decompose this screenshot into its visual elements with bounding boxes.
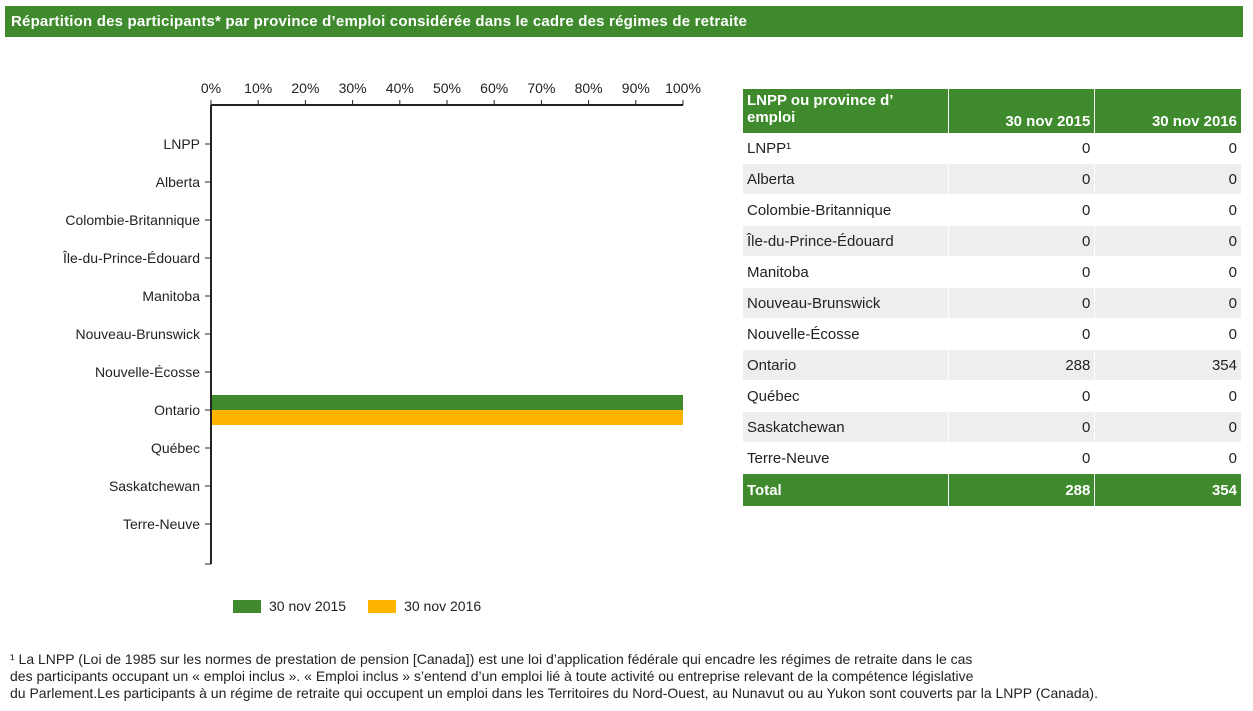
table-cell-2015: 0: [948, 411, 1096, 443]
legend: 30 nov 2015 30 nov 2016: [233, 598, 481, 614]
x-tick-label: 80%: [575, 80, 603, 96]
table-cell-province: Alberta: [743, 163, 949, 195]
table-row: Québec 0 0: [743, 380, 1241, 412]
legend-swatch-2016: [368, 599, 397, 613]
table-row: Ontario 288 354: [743, 349, 1241, 381]
table-cell-province: Nouvelle-Écosse: [743, 318, 949, 350]
table-cell-2016: 0: [1094, 318, 1241, 350]
y-tick-label: Nouvelle-Écosse: [95, 364, 200, 380]
table-cell-2016: 0: [1094, 442, 1241, 474]
table-cell-2015: 0: [948, 442, 1096, 474]
y-tick-label: Terre-Neuve: [123, 516, 200, 532]
table-total-row: Total 288 354: [743, 473, 1241, 507]
bar-2015: [212, 395, 683, 410]
y-tick-label: Manitoba: [142, 288, 200, 304]
x-tick-label: 70%: [527, 80, 555, 96]
x-tick-label: 90%: [622, 80, 650, 96]
table-row: Manitoba 0 0: [743, 256, 1241, 288]
table-row: Nouveau-Brunswick 0 0: [743, 287, 1241, 319]
x-tick-label: 30%: [339, 80, 367, 96]
data-table: LNPP ou province d’ emploi 30 nov 2015 3…: [743, 89, 1241, 507]
table-cell-2016: 0: [1094, 256, 1241, 288]
table-cell-2016: 0: [1094, 380, 1241, 412]
table-cell-2015: 0: [948, 287, 1096, 319]
y-tick-label: Nouveau-Brunswick: [76, 326, 201, 342]
table-row: Terre-Neuve 0 0: [743, 442, 1241, 474]
y-tick-label: Québec: [151, 440, 200, 456]
bar-2016: [212, 410, 683, 425]
table-cell-2015: 0: [948, 133, 1096, 164]
table-cell-2015: 0: [948, 194, 1096, 226]
bar-chart: 0% 10% 20% 30% 40% 50% 60% 70% 80% 90% 100% LNPP Alb…: [62, 80, 701, 565]
table-cell-2015: 0: [948, 256, 1096, 288]
table-cell-province: Québec: [743, 380, 949, 412]
table-row: Saskatchewan 0 0: [743, 411, 1241, 443]
y-tick-label: Île-du-Prince-Édouard: [62, 250, 200, 266]
x-tick-label: 0%: [201, 80, 221, 96]
legend-item-2015[interactable]: 30 nov 2015: [233, 598, 346, 614]
table-total-2016: 354: [1094, 473, 1241, 507]
table-cell-2016: 0: [1094, 133, 1241, 164]
table-cell-2016: 354: [1094, 349, 1241, 381]
table-row: Nouvelle-Écosse 0 0: [743, 318, 1241, 350]
table-header-2016: 30 nov 2016: [1094, 89, 1241, 133]
table-cell-2016: 0: [1094, 194, 1241, 226]
legend-swatch-2015: [233, 599, 261, 613]
x-tick-label: 10%: [244, 80, 272, 96]
x-tick-label: 20%: [291, 80, 319, 96]
table-cell-province: Saskatchewan: [743, 411, 949, 443]
table-cell-2015: 0: [948, 380, 1096, 412]
x-tick-label: 40%: [386, 80, 414, 96]
x-tick-label: 100%: [665, 80, 701, 96]
table-total-label: Total: [743, 473, 949, 507]
x-tick-label: 50%: [433, 80, 461, 96]
y-tick-label: Alberta: [156, 174, 201, 190]
table-row: LNPP¹ 0 0: [743, 133, 1241, 164]
legend-label-2016: 30 nov 2016: [404, 598, 482, 614]
y-tick-label: LNPP: [163, 136, 200, 152]
table-cell-2015: 0: [948, 225, 1096, 257]
table-cell-province: Ontario: [743, 349, 949, 381]
y-tick-label: Ontario: [154, 402, 200, 418]
table-cell-province: Manitoba: [743, 256, 949, 288]
table-cell-province: Nouveau-Brunswick: [743, 287, 949, 319]
table-cell-province: Terre-Neuve: [743, 442, 949, 474]
y-tick-label: Saskatchewan: [109, 478, 200, 494]
table-row: Alberta 0 0: [743, 163, 1241, 195]
table-row: Île-du-Prince-Édouard 0 0: [743, 225, 1241, 257]
table-header-2015: 30 nov 2015: [948, 89, 1096, 133]
x-tick-label: 60%: [480, 80, 508, 96]
table-cell-2015: 0: [948, 163, 1096, 195]
legend-label-2015: 30 nov 2015: [269, 598, 347, 614]
table-total-2015: 288: [948, 473, 1096, 507]
table-cell-province: Île-du-Prince-Édouard: [743, 225, 949, 257]
legend-item-2016[interactable]: 30 nov 2016: [368, 598, 481, 614]
table-cell-2015: 0: [948, 318, 1096, 350]
table-cell-2016: 0: [1094, 287, 1241, 319]
chart-title: Répartition des participants* par provin…: [5, 6, 1243, 37]
table-row: Colombie-Britannique 0 0: [743, 194, 1241, 226]
table-cell-province: Colombie-Britannique: [743, 194, 949, 226]
table-cell-2015: 288: [948, 349, 1096, 381]
y-tick-label: Colombie-Britannique: [65, 212, 200, 228]
table-cell-2016: 0: [1094, 411, 1241, 443]
table-header-row: LNPP ou province d’ emploi 30 nov 2015 3…: [743, 89, 1241, 133]
table-header-province: LNPP ou province d’ emploi: [743, 89, 949, 133]
table-cell-2016: 0: [1094, 225, 1241, 257]
table-cell-2016: 0: [1094, 163, 1241, 195]
table-cell-province: LNPP¹: [743, 133, 949, 164]
footnote: ¹ La LNPP (Loi de 1985 sur les normes de…: [10, 651, 1098, 701]
